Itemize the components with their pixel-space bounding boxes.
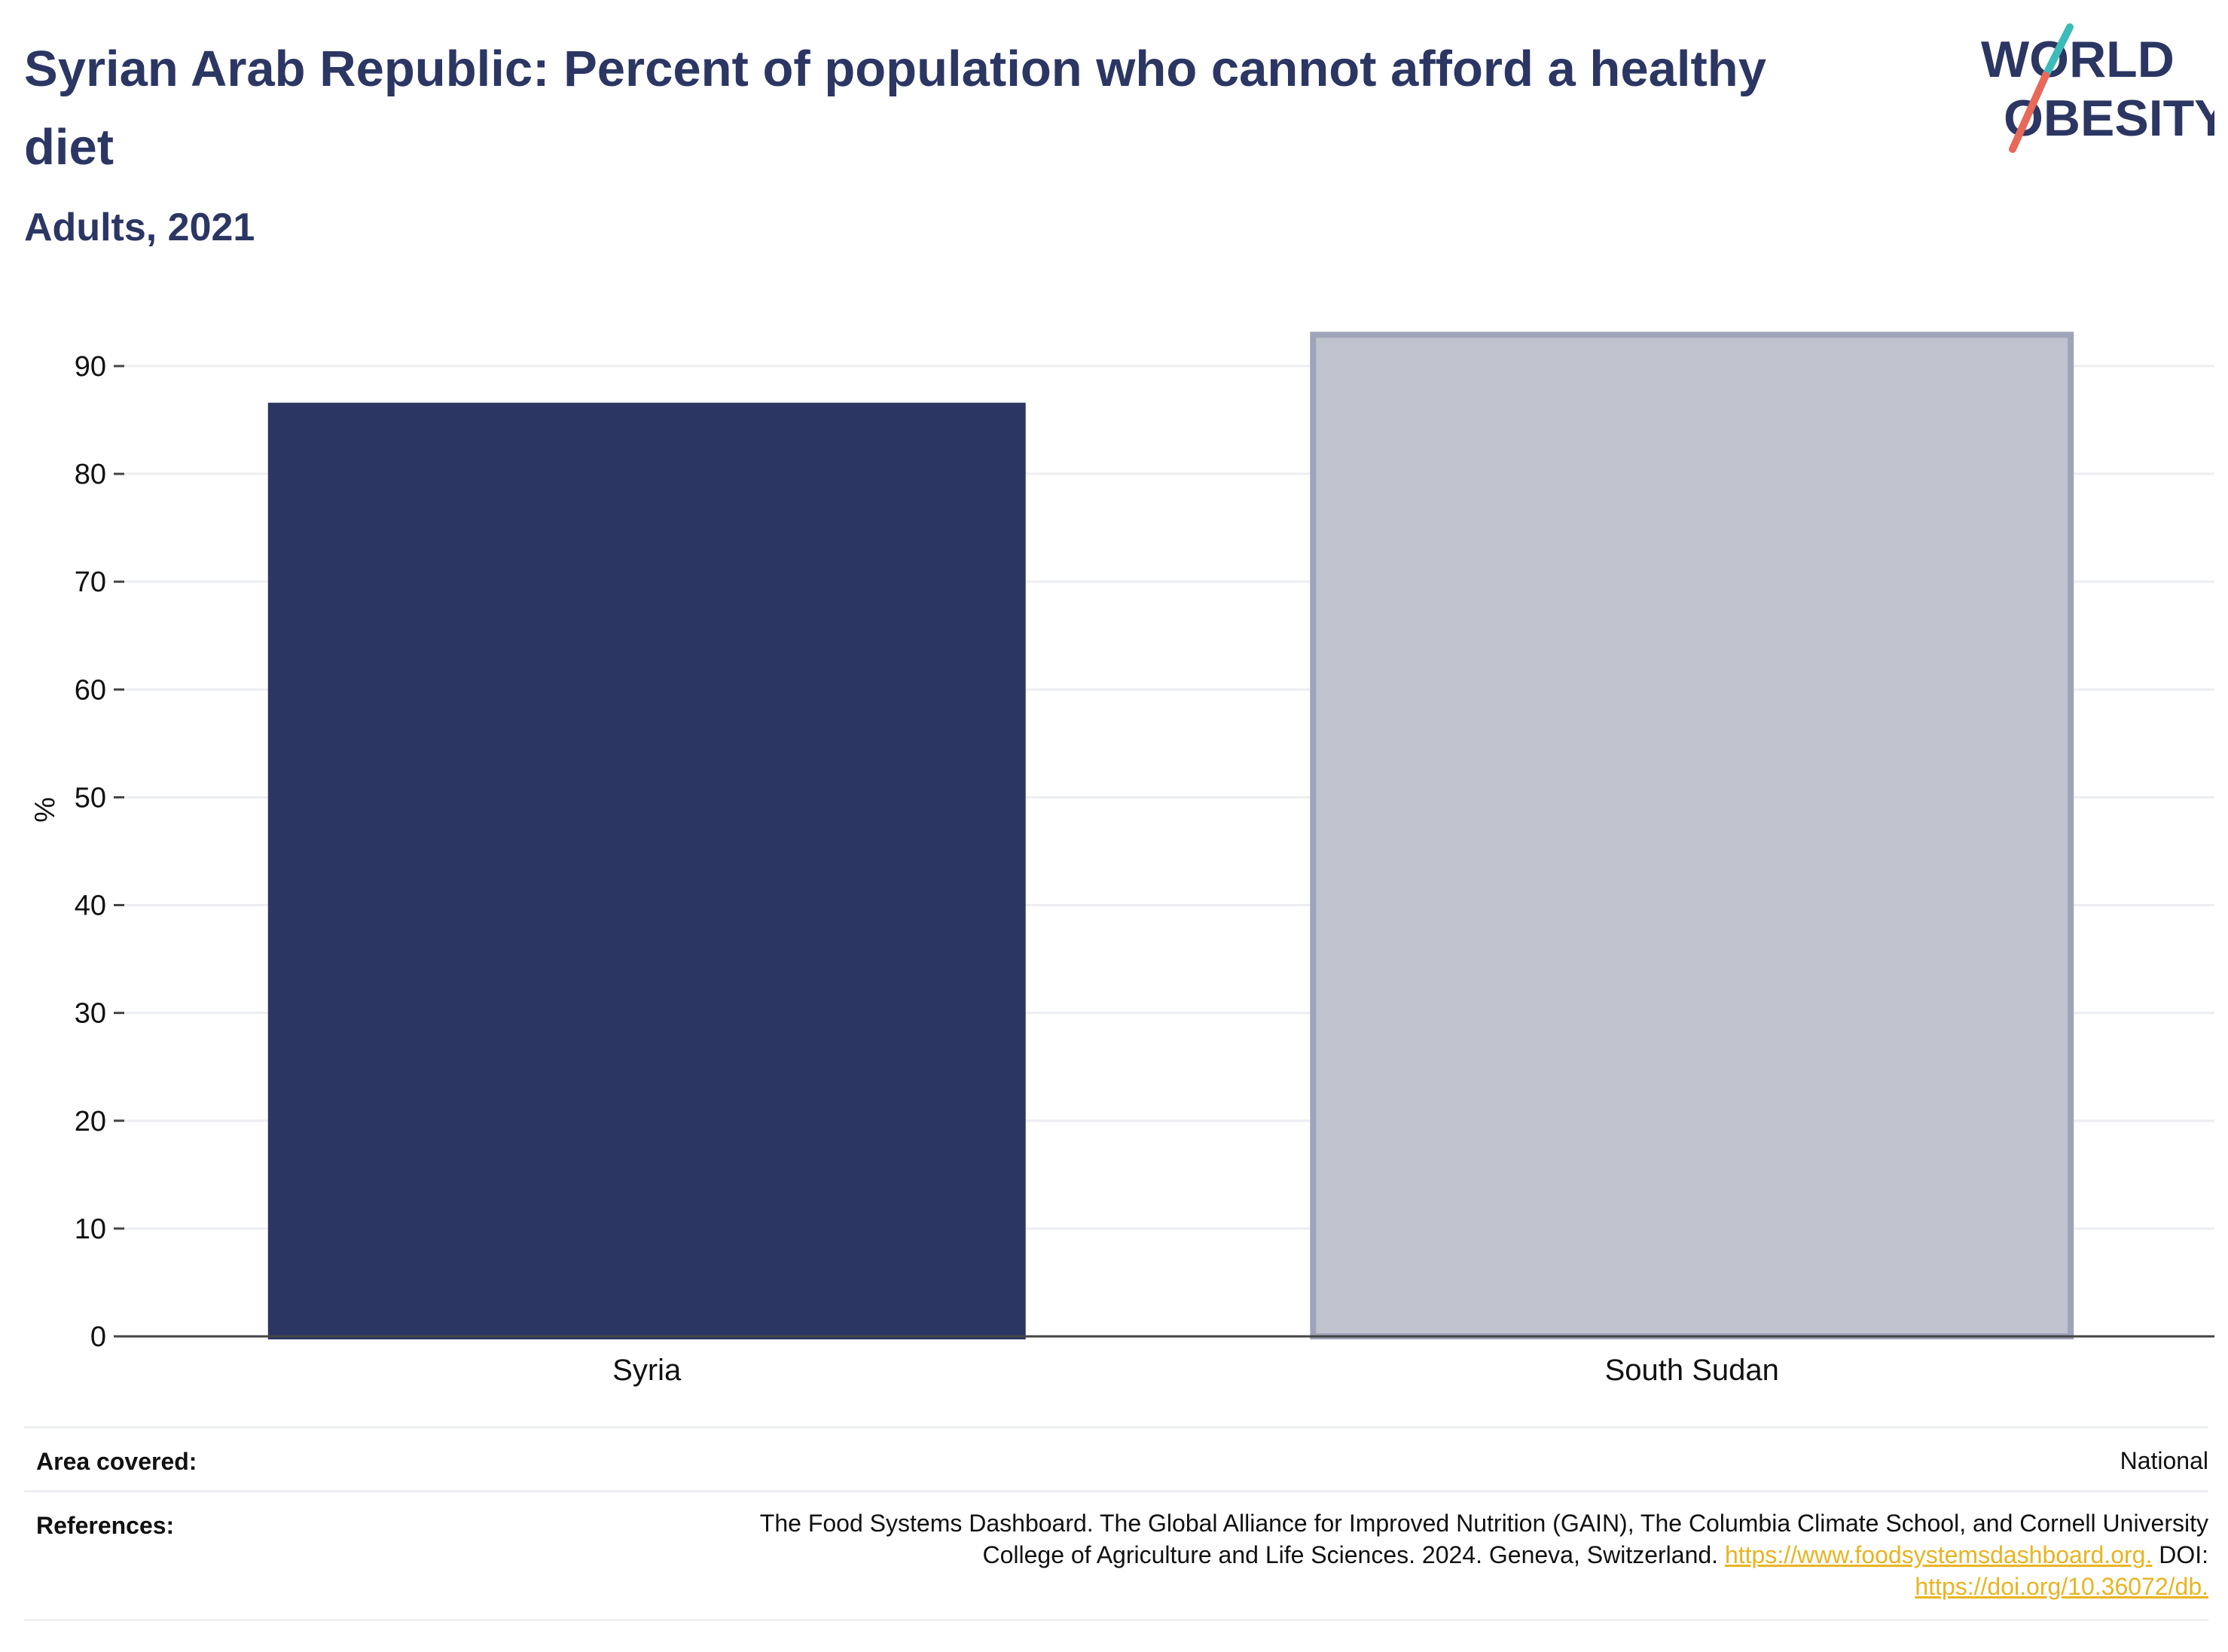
y-tick-label: 30 (75, 998, 106, 1030)
y-tick-label: 20 (75, 1106, 106, 1137)
x-tick-label: South Sudan (1605, 1354, 1779, 1387)
references-text: The Food Systems Dashboard. The Global A… (760, 1507, 2208, 1602)
metadata-table: Area covered: National References: The F… (24, 1426, 2208, 1621)
y-tick-label: 90 (75, 351, 106, 383)
logo-slash-bottom (2009, 72, 2049, 153)
y-tick-label: 80 (75, 459, 106, 490)
bar-chart: 0 10 20 30 40 50 60 70 80 90 Syria South Sudan % (29, 331, 2214, 1387)
doi-link[interactable]: https://doi.org/10.36072/db. (1915, 1573, 2208, 1600)
dashboard-link[interactable]: https://www.foodsystemsdashboard.org. (1724, 1541, 2153, 1568)
chart-title: Syrian Arab Republic: Percent of populat… (24, 41, 1766, 176)
references-line2: College of Agriculture and Life Sciences… (982, 1541, 1719, 1568)
logo-line1: WORLD (1981, 31, 2175, 88)
area-covered-row: Area covered: National (24, 1428, 2208, 1490)
bar-south-sudan (1310, 331, 2074, 1340)
y-axis-label: % (29, 797, 61, 823)
metadata-bottom-divider (24, 1619, 2208, 1621)
references-line3-wrap: https://doi.org/10.36072/db. (760, 1571, 2208, 1602)
logo-slash-top (2042, 23, 2074, 79)
references-line1: The Food Systems Dashboard. The Global A… (759, 1510, 2208, 1537)
y-tick-label: 50 (75, 782, 106, 814)
y-tick-label: 60 (75, 674, 106, 706)
x-tick-label: Syria (612, 1354, 682, 1387)
doi-label: DOI: (2159, 1541, 2208, 1568)
y-tick-label: 10 (75, 1214, 106, 1245)
chart-subtitle: Adults, 2021 (24, 206, 255, 249)
y-tick-label: 0 (90, 1321, 106, 1353)
area-covered-value: National (2120, 1447, 2208, 1474)
y-tick-label: 40 (75, 890, 106, 922)
axes: 0 10 20 30 40 50 60 70 80 90 Syria South Sudan (75, 351, 2214, 1387)
y-tick-label: 70 (75, 566, 106, 598)
references-line2-wrap: College of Agriculture and Life Sciences… (760, 1539, 2208, 1571)
area-covered-label: Area covered: (36, 1448, 197, 1475)
references-row: References: The Food Systems Dashboard. … (24, 1490, 2208, 1619)
world-obesity-logo: WORLD OBESITY (1981, 23, 2214, 153)
bar-syria (267, 402, 1026, 1339)
references-label: References: (36, 1512, 175, 1539)
bars (267, 331, 2074, 1340)
